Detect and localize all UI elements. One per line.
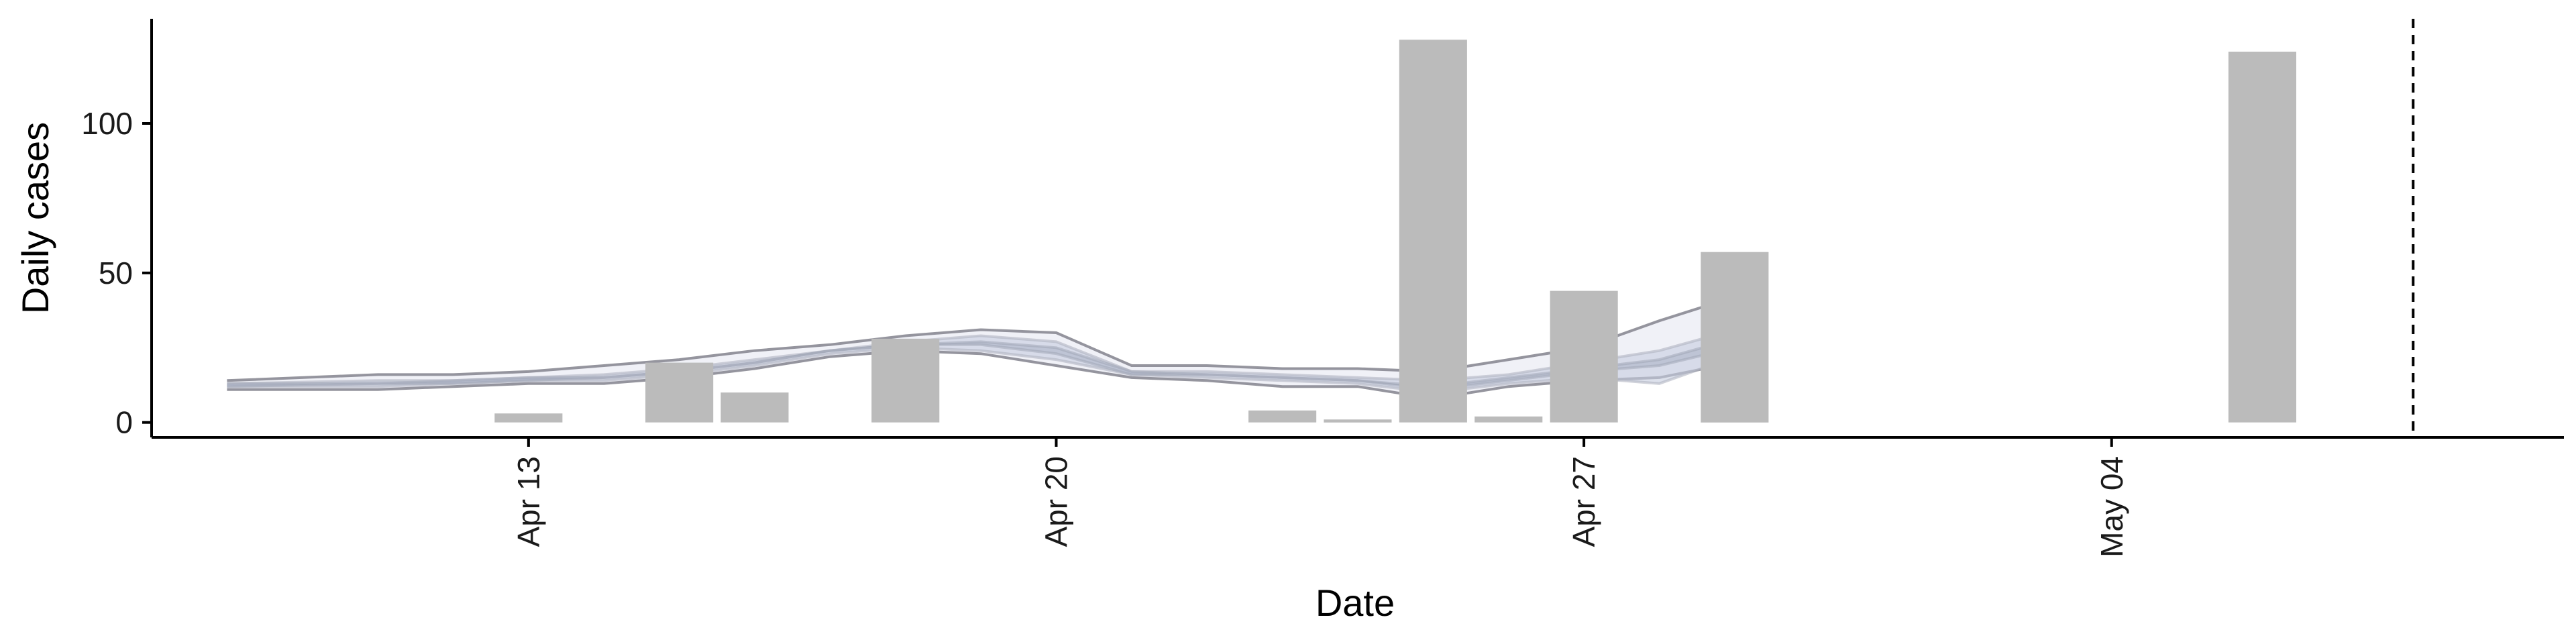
y-tick-label-0: 0: [115, 405, 133, 440]
bar-2020-04-13: [494, 413, 563, 423]
band-2-upper-line: [227, 337, 1735, 388]
bar-2020-04-15: [645, 362, 714, 423]
band-2-lower-line: [227, 343, 1735, 391]
bar-2020-04-18: [871, 338, 940, 423]
bar-2020-04-27: [1550, 290, 1618, 423]
y-tick-label-100: 100: [81, 106, 133, 141]
x-tick-label-2020-04-20: Apr 20: [1039, 456, 1074, 547]
band-0-lower-line: [227, 349, 1735, 400]
x-tick-label-2020-04-13: Apr 13: [511, 456, 546, 547]
bar-2020-05-06: [2228, 52, 2296, 423]
y-tick-label-50: 50: [99, 256, 133, 290]
model-bands: [227, 295, 1735, 400]
bar-2020-04-25: [1399, 40, 1467, 423]
x-tick-label-2020-04-27: Apr 27: [1566, 456, 1601, 547]
axes: [142, 19, 2564, 447]
bar-2020-04-24: [1324, 419, 1392, 423]
bar-2020-04-26: [1474, 416, 1543, 423]
case-bars: [494, 40, 2296, 423]
bar-2020-04-16: [720, 392, 789, 423]
bar-2020-04-29: [1701, 252, 1769, 423]
band-0-upper-line: [227, 295, 1735, 382]
x-axis-title: Date: [1316, 582, 1395, 624]
y-axis-title: Daily cases: [14, 122, 56, 314]
x-tick-label-2020-05-04: May 04: [2094, 456, 2129, 557]
bar-2020-04-23: [1248, 410, 1317, 423]
tick-labels: 0 50 100 Apr 13 Apr 20 Apr 27 May 04: [81, 106, 2129, 557]
